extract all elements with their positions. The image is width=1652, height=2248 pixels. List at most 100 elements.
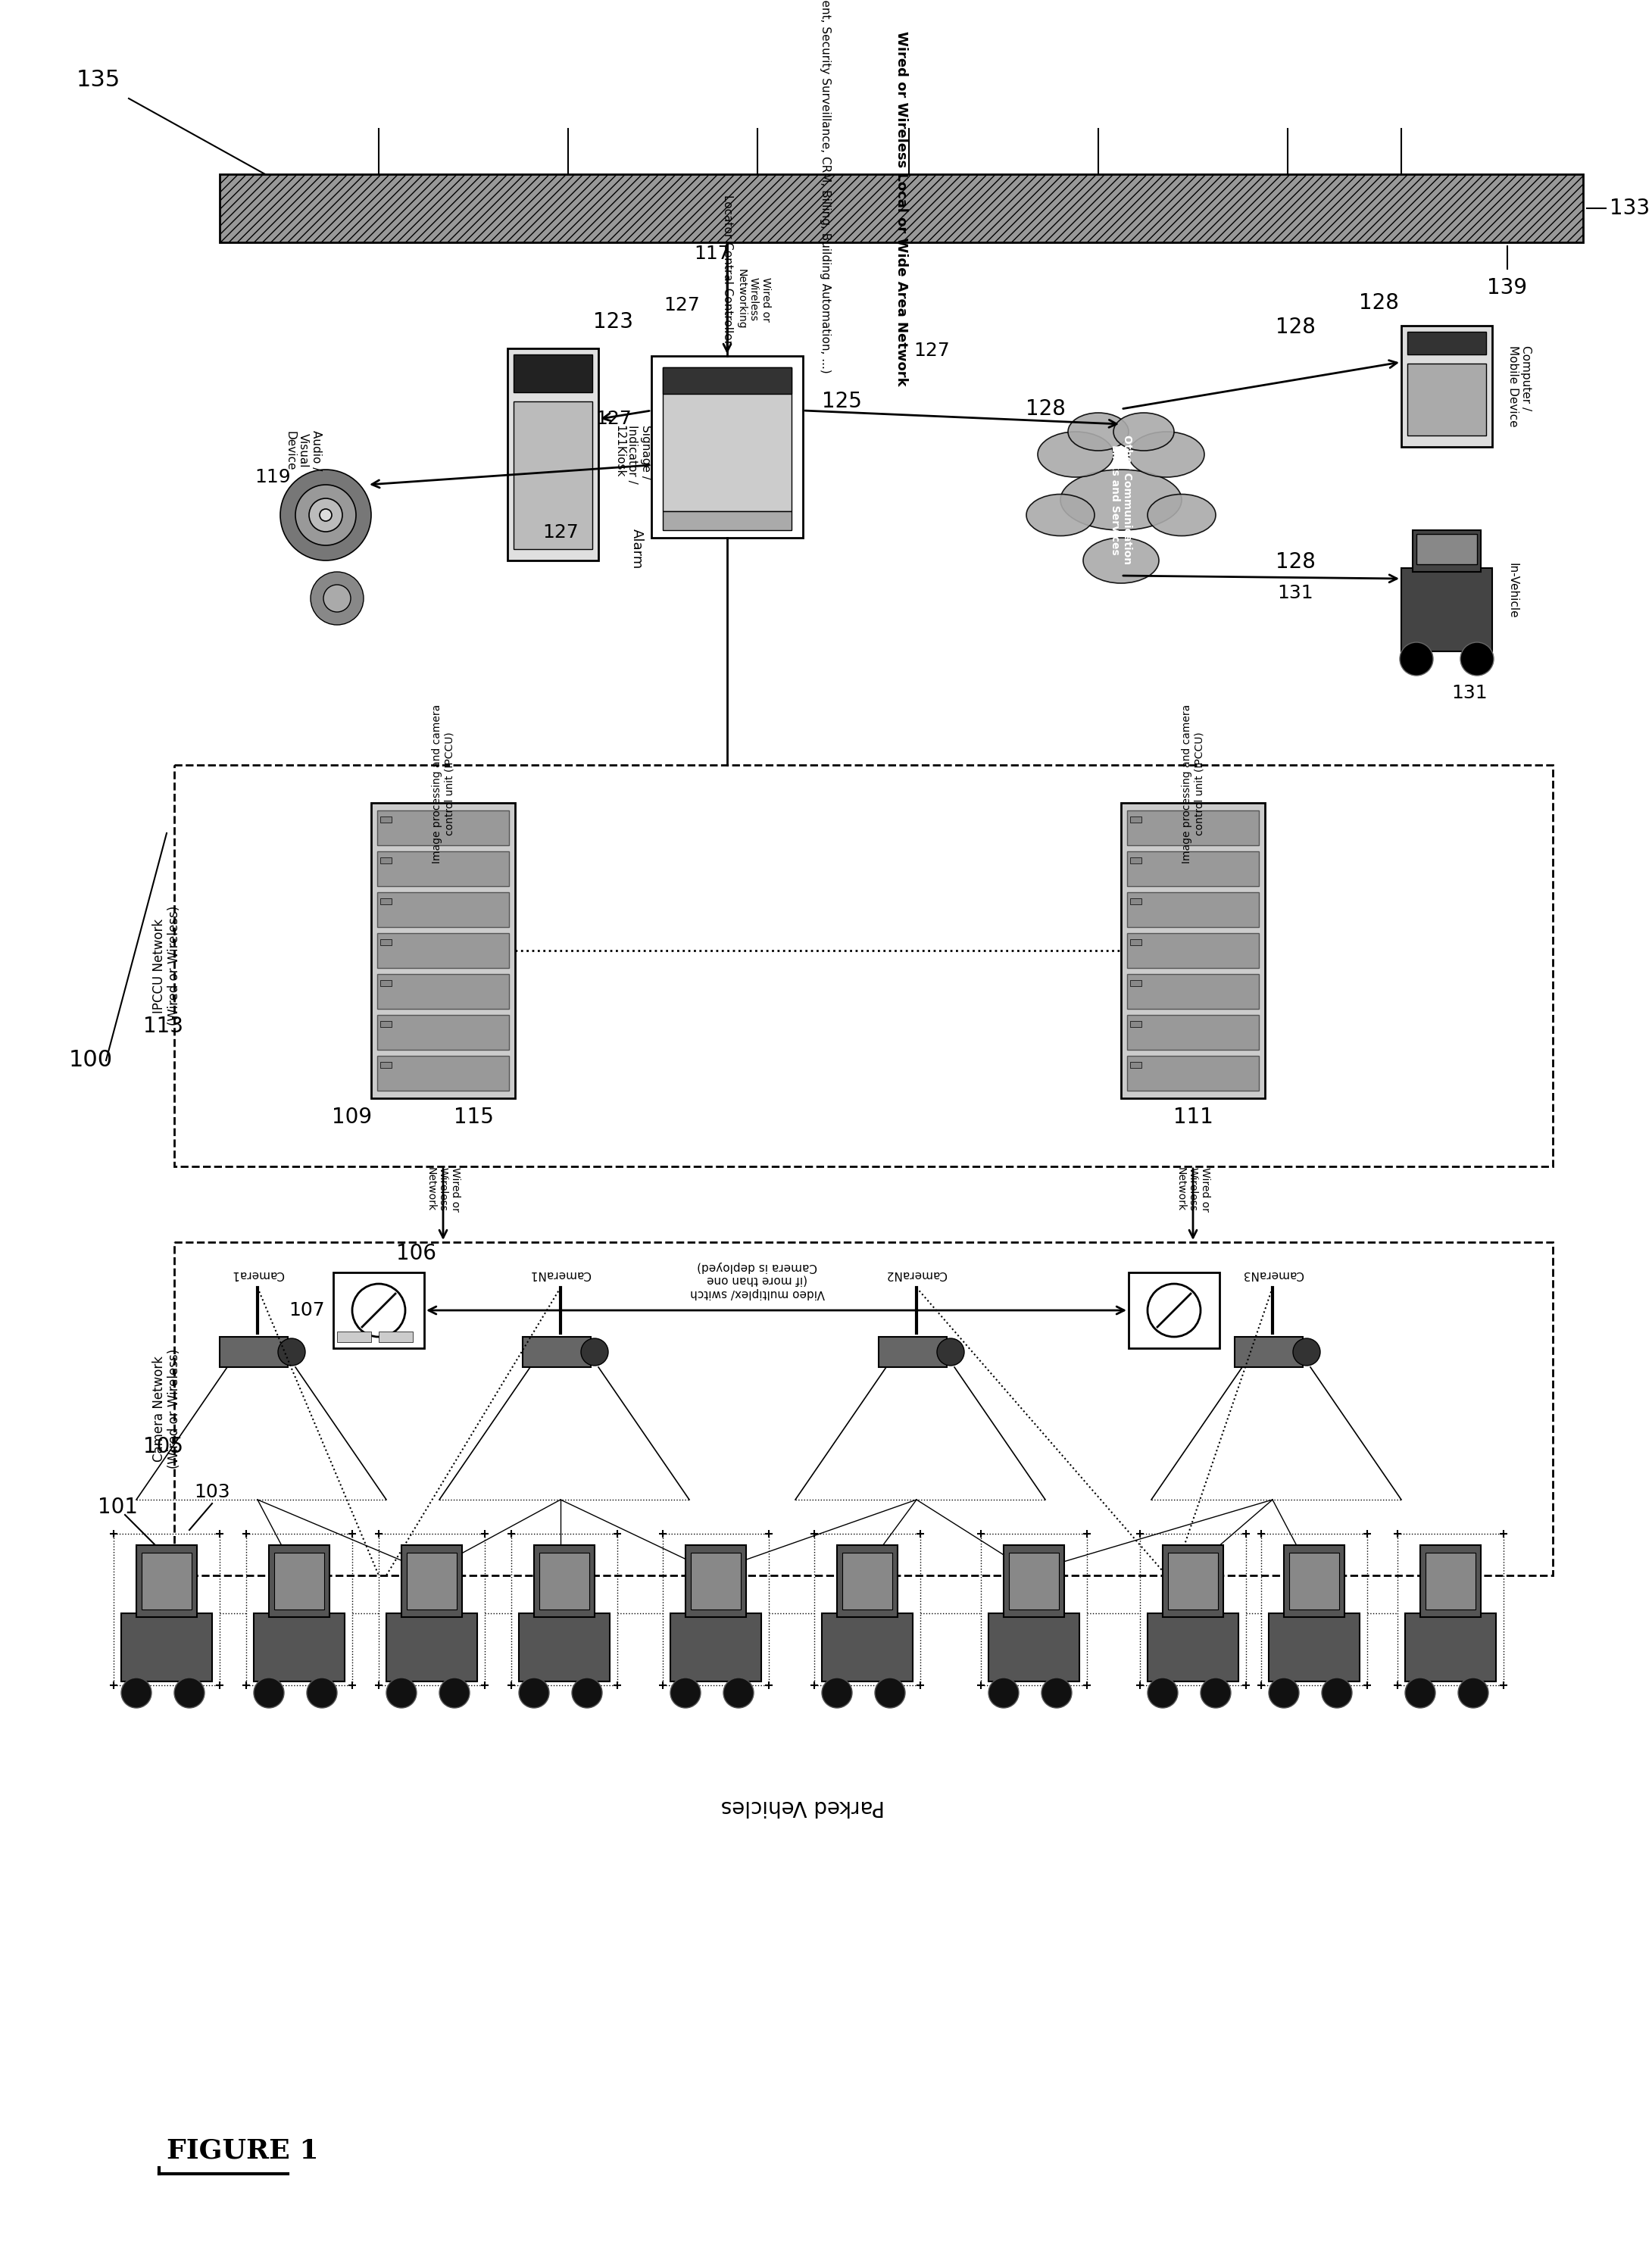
Text: Other Communication
Links and Services: Other Communication Links and Services [1110, 436, 1133, 564]
Text: Locator Central Controller: Locator Central Controller [722, 196, 733, 344]
Bar [377, 933, 509, 969]
Bar [173, 764, 1553, 1167]
Bar [1426, 1553, 1475, 1610]
Bar [114, 1533, 220, 1686]
Bar [121, 1614, 211, 1682]
Circle shape [439, 1677, 469, 1708]
Circle shape [309, 499, 342, 533]
Text: 101: 101 [97, 1497, 137, 1517]
Circle shape [387, 1677, 416, 1708]
Circle shape [307, 1677, 337, 1708]
Bar [843, 1553, 892, 1610]
Bar [1416, 535, 1477, 564]
Ellipse shape [1148, 495, 1216, 535]
Bar [380, 899, 392, 904]
Text: 105: 105 [142, 1436, 183, 1457]
Bar [662, 366, 791, 510]
Bar [539, 1553, 590, 1610]
Circle shape [1294, 1338, 1320, 1365]
Bar [1004, 1544, 1064, 1616]
Bar [1408, 333, 1487, 355]
Circle shape [988, 1677, 1019, 1708]
Bar [1127, 1057, 1259, 1090]
Bar [1284, 1544, 1345, 1616]
Bar [691, 1553, 740, 1610]
Text: 106: 106 [396, 1243, 436, 1263]
Bar [406, 1553, 456, 1610]
Ellipse shape [1026, 495, 1095, 535]
Bar [377, 812, 509, 845]
Text: 127: 127 [914, 342, 950, 360]
Bar [372, 803, 515, 1099]
Bar [380, 980, 392, 987]
Bar [334, 1272, 425, 1349]
Ellipse shape [1128, 432, 1204, 477]
Bar [981, 1533, 1087, 1686]
Text: 127: 127 [595, 409, 631, 427]
Circle shape [254, 1677, 284, 1708]
Bar [1260, 1533, 1368, 1686]
Text: 123: 123 [593, 310, 634, 333]
Circle shape [121, 1677, 152, 1708]
Bar [821, 1614, 912, 1682]
Text: Wired or
Wireless
Networking: Wired or Wireless Networking [737, 270, 771, 330]
Bar [269, 1544, 329, 1616]
Bar [1401, 326, 1492, 447]
Bar [510, 1533, 618, 1686]
Text: 117: 117 [694, 245, 730, 263]
Bar [1127, 1014, 1259, 1050]
Bar [274, 1553, 324, 1610]
Bar [988, 1614, 1079, 1682]
Text: Image processing and camera
control unit (IPCCU): Image processing and camera control unit… [1181, 704, 1204, 863]
Text: 113: 113 [142, 1016, 183, 1036]
Circle shape [1399, 643, 1432, 677]
Bar [1009, 1553, 1059, 1610]
Bar [662, 366, 791, 393]
Circle shape [1201, 1677, 1231, 1708]
Circle shape [173, 1677, 205, 1708]
Bar [1408, 364, 1487, 436]
Text: 125: 125 [821, 391, 862, 411]
Bar [387, 1614, 477, 1682]
Bar [377, 973, 509, 1009]
Bar [1289, 1553, 1340, 1610]
Circle shape [519, 1677, 548, 1708]
Bar [1130, 940, 1142, 944]
Circle shape [1269, 1677, 1298, 1708]
Text: Camera Network
(Wired or Wireless): Camera Network (Wired or Wireless) [152, 1349, 182, 1468]
Text: 133: 133 [1609, 198, 1650, 218]
Bar [380, 940, 392, 944]
Ellipse shape [1113, 414, 1175, 450]
Text: 115: 115 [453, 1106, 494, 1128]
Ellipse shape [1067, 414, 1128, 450]
Bar [1398, 1533, 1503, 1686]
Bar [662, 1533, 768, 1686]
Bar [1130, 1061, 1142, 1068]
Circle shape [1322, 1677, 1351, 1708]
Bar [662, 510, 791, 531]
Ellipse shape [1037, 432, 1113, 477]
Bar [137, 1544, 197, 1616]
Bar [377, 1057, 509, 1090]
Bar [522, 1338, 591, 1367]
Bar [686, 1544, 747, 1616]
Text: CameraN3: CameraN3 [1242, 1268, 1303, 1279]
Bar [1412, 531, 1480, 571]
Text: Image processing and camera
control unit (IPCCU): Image processing and camera control unit… [431, 704, 454, 863]
Text: 127: 127 [664, 297, 700, 315]
Bar [1163, 1544, 1222, 1616]
Bar [1406, 1614, 1497, 1682]
Bar [1128, 1272, 1219, 1349]
Text: Computer /
Mobile Device: Computer / Mobile Device [1507, 346, 1531, 427]
Bar [1421, 1544, 1480, 1616]
Circle shape [572, 1677, 603, 1708]
Circle shape [582, 1338, 608, 1365]
Bar [1130, 899, 1142, 904]
Text: IPCCU Network
(Wired or Wireless): IPCCU Network (Wired or Wireless) [152, 906, 182, 1025]
Text: 131: 131 [1452, 683, 1487, 701]
Text: 131: 131 [1277, 584, 1313, 602]
Circle shape [1406, 1677, 1436, 1708]
Text: Wired or
Wireless
Network: Wired or Wireless Network [426, 1167, 461, 1212]
Bar [514, 402, 593, 549]
Circle shape [281, 470, 372, 560]
